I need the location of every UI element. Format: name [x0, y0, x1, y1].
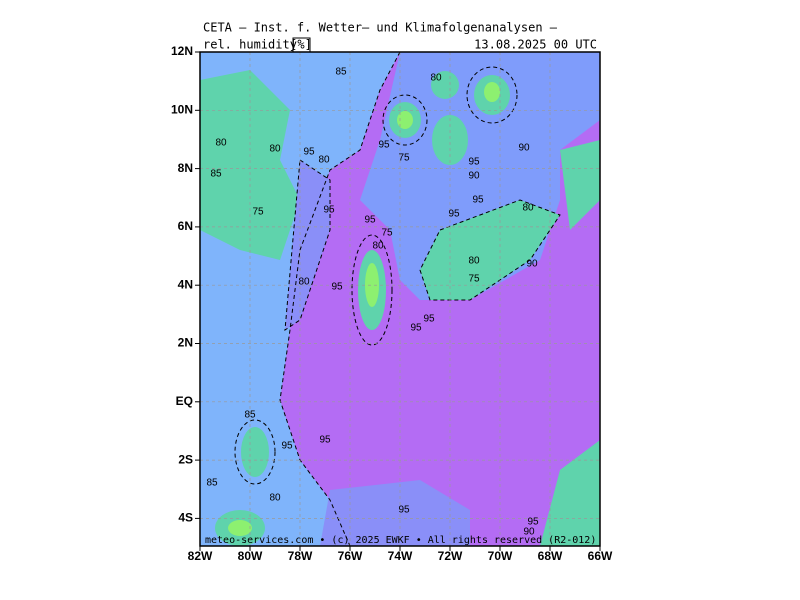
- lat-label: 12N: [171, 44, 193, 58]
- lat-label: 4S: [178, 511, 193, 525]
- graticule: [195, 51, 601, 551]
- contour-label: 75: [468, 274, 480, 285]
- contour-label: 80: [269, 144, 281, 155]
- contour-label: 80: [269, 493, 281, 504]
- lat-label: 8N: [178, 161, 193, 175]
- contour-label: 85: [206, 478, 218, 489]
- contour-label: 90: [523, 527, 535, 538]
- contour-label: 85: [335, 67, 347, 78]
- contour-label: 80: [215, 138, 227, 149]
- lat-label: 2S: [178, 452, 193, 466]
- lon-label: 82W: [188, 549, 213, 563]
- lon-label: 74W: [388, 549, 413, 563]
- contour-label: 85: [210, 169, 222, 180]
- contour-label: 80: [318, 155, 330, 166]
- contour-label: 90: [518, 143, 530, 154]
- contour-label: 80: [372, 241, 384, 252]
- contour-label: 95: [331, 282, 343, 293]
- contour-label: 90: [526, 259, 538, 270]
- contour-label: 95: [323, 205, 335, 216]
- contour-label: 90: [468, 171, 480, 182]
- contour-label: 95: [410, 323, 422, 334]
- unit-box: [292, 37, 311, 53]
- lat-label: 6N: [178, 219, 193, 233]
- lat-label: 4N: [178, 277, 193, 291]
- lon-label: 72W: [438, 549, 463, 563]
- lon-label: 78W: [288, 549, 313, 563]
- lat-label: 10N: [171, 102, 193, 116]
- contour-label: 80: [468, 256, 480, 267]
- contour-label: 95: [398, 505, 410, 516]
- contour-label: 95: [303, 147, 315, 158]
- unit: [%]: [290, 38, 312, 52]
- humidity-field: [200, 52, 600, 546]
- contour-label: 85: [244, 410, 256, 421]
- contour-label: 95: [364, 215, 376, 226]
- title: CETA — Inst. f. Wetter— und Klimafolgena…: [203, 21, 558, 35]
- contour-label: 95: [281, 441, 293, 452]
- contour-label: 95: [472, 195, 484, 206]
- lon-label: 68W: [538, 549, 563, 563]
- valid-time: 13.08.2025 00 UTC: [474, 38, 597, 52]
- contour-label: 95: [423, 314, 435, 325]
- lon-label: 70W: [488, 549, 513, 563]
- footer: meteo-services.com • (c) 2025 EWKF • All…: [205, 535, 596, 546]
- contour-label: 95: [527, 517, 539, 528]
- lat-label: EQ: [176, 394, 193, 408]
- lon-label: 76W: [338, 549, 363, 563]
- contour-label: 80: [522, 203, 534, 214]
- contour-label: 95: [319, 435, 331, 446]
- lon-label: 80W: [238, 549, 263, 563]
- contour-label: 95: [378, 140, 390, 151]
- contour-label: 95: [468, 157, 480, 168]
- contour-label: 80: [298, 277, 310, 288]
- contour-label: 75: [381, 228, 393, 239]
- contour-label: 75: [252, 207, 264, 218]
- lon-label: 66W: [588, 549, 613, 563]
- contour-label: 80: [430, 73, 442, 84]
- variable: rel. humidity: [203, 38, 297, 52]
- map-frame: [199, 51, 601, 547]
- contour-label: 95: [448, 209, 460, 220]
- lat-label: 2N: [178, 336, 193, 350]
- contour-label: 75: [398, 153, 410, 164]
